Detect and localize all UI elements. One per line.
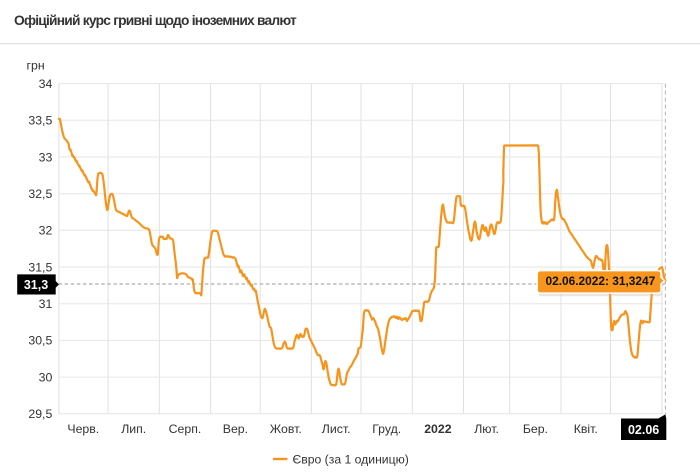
svg-text:33: 33: [39, 150, 53, 164]
svg-text:Лют.: Лют.: [474, 422, 499, 436]
svg-text:Серп.: Серп.: [169, 422, 202, 436]
svg-text:Офіційний курс гривні щодо іно: Офіційний курс гривні щодо іноземних вал…: [14, 13, 297, 28]
svg-text:34: 34: [39, 77, 53, 91]
svg-text:Вер.: Вер.: [223, 422, 248, 436]
svg-text:Бер.: Бер.: [523, 422, 548, 436]
svg-text:32,5: 32,5: [28, 187, 52, 201]
svg-text:Груд.: Груд.: [372, 422, 401, 436]
svg-text:02.06.2022: 31,3247: 02.06.2022: 31,3247: [546, 274, 656, 288]
svg-text:Лист.: Лист.: [322, 422, 351, 436]
svg-text:Черв.: Черв.: [67, 422, 99, 436]
svg-text:32: 32: [39, 224, 53, 238]
svg-text:2022: 2022: [424, 422, 452, 436]
svg-text:Євро (за 1 одиницю): Євро (за 1 одиницю): [293, 452, 409, 466]
svg-text:29,5: 29,5: [28, 407, 52, 421]
svg-text:33,5: 33,5: [28, 114, 52, 128]
svg-text:31,3: 31,3: [24, 278, 48, 292]
svg-text:грн: грн: [27, 59, 45, 73]
svg-text:31: 31: [39, 297, 53, 311]
svg-text:02.06: 02.06: [628, 423, 659, 437]
svg-text:30,5: 30,5: [28, 334, 52, 348]
svg-text:30: 30: [39, 370, 53, 384]
svg-text:31,5: 31,5: [28, 260, 52, 274]
svg-text:Квіт.: Квіт.: [574, 422, 598, 436]
svg-text:Лип.: Лип.: [121, 422, 146, 436]
svg-text:Жовт.: Жовт.: [270, 422, 302, 436]
